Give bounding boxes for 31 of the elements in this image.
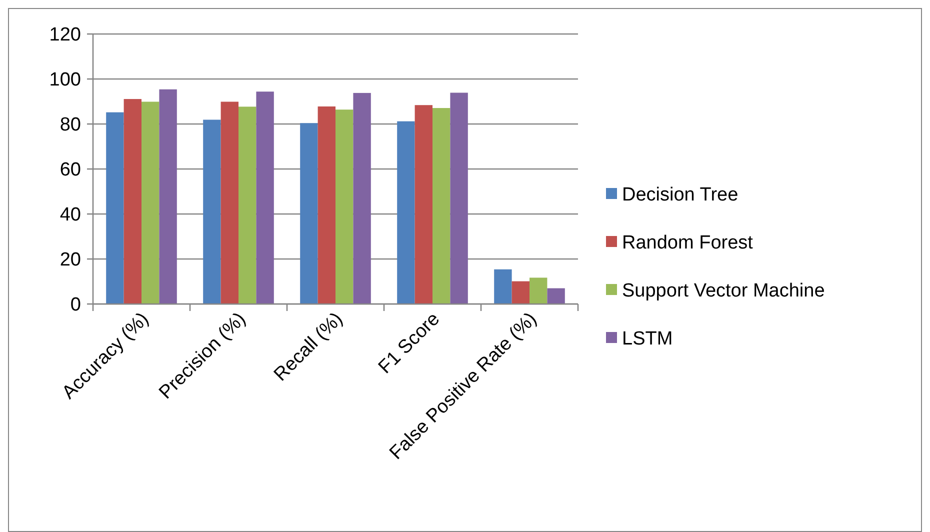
bar	[547, 288, 565, 304]
bar	[336, 110, 354, 304]
legend-label: Decision Tree	[622, 184, 738, 206]
y-tick-label: 100	[49, 70, 81, 91]
y-tick-label: 40	[60, 204, 81, 226]
bar	[124, 99, 142, 304]
bar	[106, 112, 124, 304]
y-tick-label: 0	[70, 294, 81, 316]
bar	[414, 105, 432, 304]
bar	[203, 120, 221, 304]
bar	[256, 92, 274, 304]
y-tick-label: 120	[49, 24, 81, 46]
bar	[512, 281, 530, 304]
bar	[432, 108, 450, 304]
bar	[300, 123, 318, 304]
legend-label: Random Forest	[622, 232, 754, 254]
bar	[530, 278, 548, 304]
bar	[353, 92, 371, 304]
bar	[220, 102, 238, 304]
bar	[450, 92, 468, 304]
y-tick-label: 60	[60, 160, 81, 181]
legend-label: LSTM	[622, 328, 673, 350]
bar	[397, 121, 415, 304]
bar	[494, 269, 512, 304]
y-tick-label: 80	[60, 114, 81, 136]
y-tick-label: 20	[60, 250, 81, 271]
bar	[142, 102, 160, 304]
bar	[159, 89, 177, 304]
legend-label: Support Vector Machine	[622, 280, 825, 302]
bar	[238, 106, 256, 304]
bar	[318, 106, 336, 304]
